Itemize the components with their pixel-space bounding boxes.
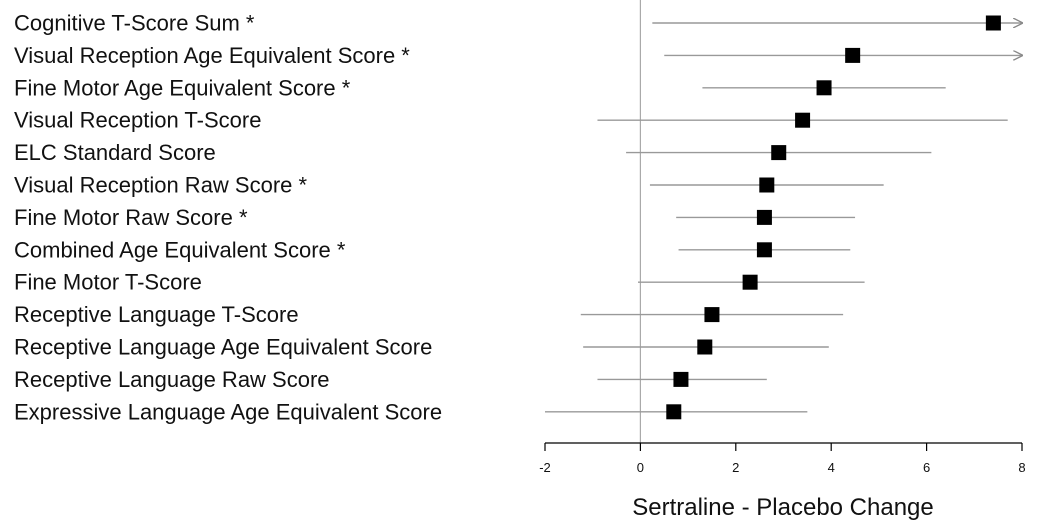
point-estimate-marker: [816, 80, 832, 96]
point-estimate-marker: [666, 404, 682, 420]
row-label: Fine Motor Age Equivalent Score *: [14, 75, 351, 100]
x-axis: -2 0 2 4 6 8: [539, 442, 1026, 475]
row-label: Fine Motor Raw Score *: [14, 205, 248, 230]
x-tick-label: 6: [923, 460, 930, 475]
row-label: ELC Standard Score: [14, 140, 216, 165]
x-axis-title: Sertraline - Placebo Change: [632, 494, 934, 521]
row-labels: Cognitive T-Score Sum * Visual Reception …: [14, 11, 442, 425]
point-estimate-marker: [795, 112, 811, 128]
point-estimate-marker: [697, 339, 713, 355]
x-tick-label: 8: [1018, 460, 1025, 475]
row-label: Cognitive T-Score Sum *: [14, 11, 255, 36]
point-estimate-marker: [704, 307, 720, 323]
point-estimate-marker: [845, 47, 861, 63]
row-label: Receptive Language Age Equivalent Score: [14, 335, 432, 360]
row-label: Receptive Language Raw Score: [14, 367, 330, 392]
row-label: Visual Reception Age Equivalent Score *: [14, 43, 410, 68]
interval-layer: [545, 23, 1022, 413]
point-estimate-marker: [673, 371, 689, 387]
row-label: Combined Age Equivalent Score *: [14, 237, 346, 262]
point-estimate-marker: [759, 177, 775, 193]
row-label: Visual Reception T-Score: [14, 108, 261, 133]
point-estimate-marker: [742, 274, 758, 290]
x-tick-label: 4: [828, 460, 835, 475]
row-label: Fine Motor T-Score: [14, 270, 202, 295]
row-label: Visual Reception Raw Score *: [14, 173, 308, 198]
x-tick-label: -2: [539, 460, 551, 475]
x-tick-label: 2: [732, 460, 739, 475]
point-estimate-marker: [985, 15, 1001, 31]
point-estimate-marker: [756, 242, 772, 258]
x-tick-label: 0: [637, 460, 644, 475]
marker-layer: [666, 15, 1001, 420]
row-label: Expressive Language Age Equivalent Score: [14, 399, 442, 424]
point-estimate-marker: [756, 209, 772, 225]
point-estimate-marker: [771, 145, 787, 161]
row-label: Receptive Language T-Score: [14, 302, 299, 327]
